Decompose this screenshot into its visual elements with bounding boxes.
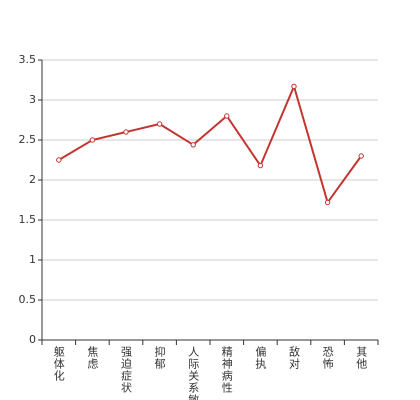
y-tick-label: 2.5	[19, 133, 37, 146]
x-tick-label: 人际关系敏感	[187, 346, 200, 400]
y-tick-label: 3.5	[19, 53, 37, 66]
point	[190, 142, 196, 148]
point	[324, 199, 331, 206]
y-tick-label: 3	[29, 93, 36, 106]
y-tick-label: 1.5	[19, 213, 37, 226]
y-tick-label: 0	[29, 333, 36, 346]
point	[291, 83, 297, 90]
point	[224, 113, 230, 119]
x-tick-label: 躯体化	[52, 346, 65, 382]
x-tick-label: 强迫症状	[120, 346, 133, 394]
x-tick-label: 抑郁	[153, 345, 166, 370]
point	[56, 157, 62, 163]
line	[58, 83, 363, 205]
point	[358, 153, 364, 159]
x-tick-label: 偏执	[254, 345, 267, 370]
point	[257, 162, 264, 169]
point	[123, 129, 129, 135]
x-tick-label: 焦虑	[86, 346, 99, 370]
x-tick-label: 恐怖	[321, 346, 334, 370]
point	[89, 137, 96, 143]
x-tick-label: 敌对	[288, 345, 301, 370]
y-tick-label: 2	[29, 173, 36, 186]
x-tick-label: 精神病性	[220, 346, 233, 394]
y-tick-label: 0.5	[19, 293, 37, 306]
point	[156, 121, 163, 127]
y-tick-label: 1	[29, 253, 36, 266]
x-tick-label: 其他	[355, 346, 368, 370]
